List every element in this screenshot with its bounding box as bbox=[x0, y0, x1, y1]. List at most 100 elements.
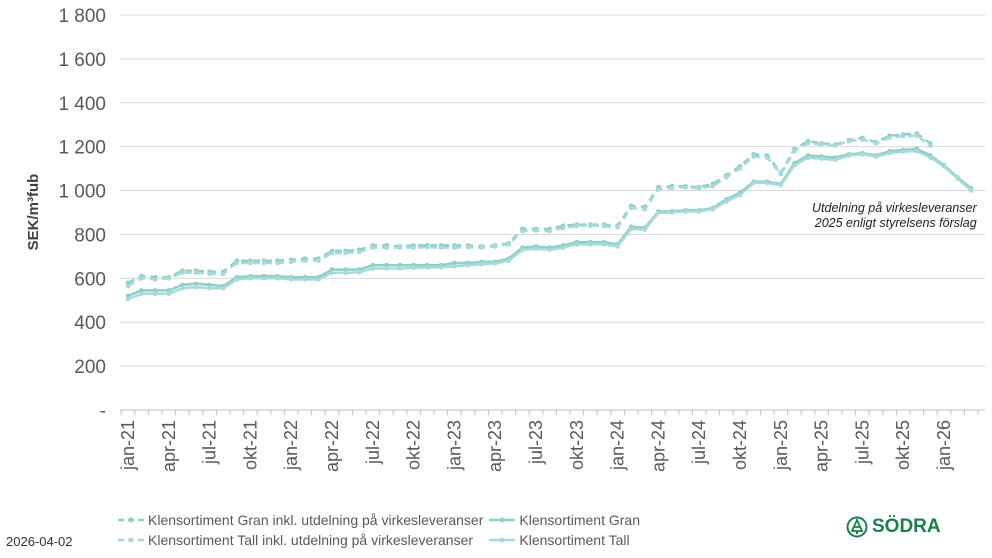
data-point bbox=[261, 260, 267, 266]
legend-marker bbox=[118, 537, 144, 543]
data-point bbox=[778, 171, 784, 177]
data-point bbox=[302, 258, 308, 264]
data-point bbox=[832, 143, 838, 148]
legend-marker bbox=[489, 517, 516, 523]
data-point bbox=[628, 205, 634, 211]
data-point bbox=[125, 280, 131, 286]
data-point bbox=[615, 225, 620, 230]
data-point bbox=[887, 135, 892, 141]
data-point bbox=[248, 260, 253, 266]
data-point bbox=[696, 209, 702, 214]
data-point bbox=[316, 277, 321, 282]
data-point bbox=[316, 258, 321, 264]
data-point bbox=[424, 265, 430, 270]
data-point bbox=[452, 260, 457, 266]
data-point bbox=[900, 149, 906, 154]
x-tick-label: apr-21 bbox=[159, 420, 179, 472]
tree-logo-icon bbox=[846, 516, 868, 538]
x-tick-label: jan-22 bbox=[281, 420, 301, 471]
data-point bbox=[941, 164, 947, 169]
x-tick-label: jul-22 bbox=[363, 420, 383, 465]
data-point bbox=[180, 270, 185, 276]
data-point bbox=[805, 141, 811, 146]
data-point bbox=[914, 148, 920, 154]
x-tick-label: okt-24 bbox=[730, 420, 750, 470]
data-point bbox=[656, 210, 661, 216]
data-point bbox=[125, 293, 131, 299]
data-point bbox=[411, 265, 416, 271]
data-point bbox=[751, 154, 756, 159]
data-point bbox=[860, 152, 865, 157]
legend-item-gran: Klensortiment Gran bbox=[489, 512, 640, 528]
data-point bbox=[329, 267, 335, 272]
data-point bbox=[384, 266, 389, 271]
data-point bbox=[846, 153, 852, 158]
data-point bbox=[710, 183, 716, 189]
data-point bbox=[710, 206, 716, 212]
data-point bbox=[928, 143, 933, 148]
data-point bbox=[669, 210, 675, 215]
data-point bbox=[438, 265, 444, 270]
data-point bbox=[533, 246, 539, 252]
data-point bbox=[452, 245, 457, 250]
data-point bbox=[601, 223, 607, 229]
data-point bbox=[288, 259, 294, 265]
x-tick-label: apr-22 bbox=[322, 420, 342, 472]
x-tick-label: jan-23 bbox=[444, 420, 464, 471]
y-tick-label: - bbox=[100, 401, 106, 422]
data-point bbox=[356, 249, 362, 255]
data-point bbox=[628, 226, 634, 232]
data-point bbox=[506, 258, 512, 264]
sodra-logo: SÖDRA bbox=[846, 516, 941, 538]
data-point bbox=[764, 180, 770, 186]
data-point bbox=[873, 141, 879, 146]
date-stamp: 2026-04-02 bbox=[6, 534, 73, 549]
data-point bbox=[683, 209, 688, 214]
data-point bbox=[234, 260, 240, 266]
data-point bbox=[656, 187, 661, 192]
legend-item-tall: Klensortiment Tall bbox=[489, 532, 640, 548]
data-point bbox=[152, 291, 158, 296]
data-point bbox=[302, 277, 308, 282]
legend-marker bbox=[118, 517, 144, 523]
data-point bbox=[220, 285, 226, 291]
data-point bbox=[180, 285, 185, 291]
x-tick-label: okt-25 bbox=[893, 420, 913, 470]
data-point bbox=[193, 281, 199, 287]
y-tick-label: 1 000 bbox=[58, 182, 106, 203]
x-tick-label: jan-26 bbox=[934, 420, 954, 471]
data-point bbox=[139, 276, 144, 281]
data-point bbox=[397, 245, 403, 250]
data-point bbox=[900, 133, 906, 139]
legend-item-tall-incl: Klensortiment Tall inkl. utdelning på vi… bbox=[118, 532, 483, 548]
legend-label: Klensortiment Tall bbox=[519, 532, 630, 548]
data-point bbox=[846, 138, 852, 144]
y-tick-label: 600 bbox=[74, 269, 106, 290]
data-point bbox=[125, 283, 131, 289]
x-tick-label: okt-22 bbox=[404, 420, 424, 470]
annotation-line-1: Utdelning på virkesleveranser bbox=[812, 201, 977, 215]
x-tick-label: jan-25 bbox=[771, 420, 791, 471]
data-point bbox=[139, 288, 144, 293]
data-point bbox=[574, 223, 580, 229]
data-point bbox=[220, 271, 226, 277]
data-point bbox=[873, 154, 879, 159]
data-point bbox=[411, 245, 416, 250]
data-point bbox=[819, 156, 824, 162]
data-point bbox=[520, 228, 525, 234]
data-point bbox=[152, 288, 158, 293]
x-tick-label: okt-21 bbox=[240, 420, 260, 470]
legend-marker bbox=[489, 537, 516, 543]
legend-label: Klensortiment Gran inkl. utdelning på vi… bbox=[148, 512, 484, 528]
data-point bbox=[125, 296, 131, 302]
data-point bbox=[166, 291, 172, 296]
data-point bbox=[860, 137, 865, 142]
data-point bbox=[792, 163, 797, 168]
data-point bbox=[384, 262, 389, 268]
y-tick-label: 200 bbox=[74, 357, 106, 378]
data-point bbox=[275, 276, 280, 281]
y-tick-label: 800 bbox=[74, 225, 106, 246]
data-point bbox=[479, 261, 484, 267]
data-point bbox=[370, 245, 376, 250]
